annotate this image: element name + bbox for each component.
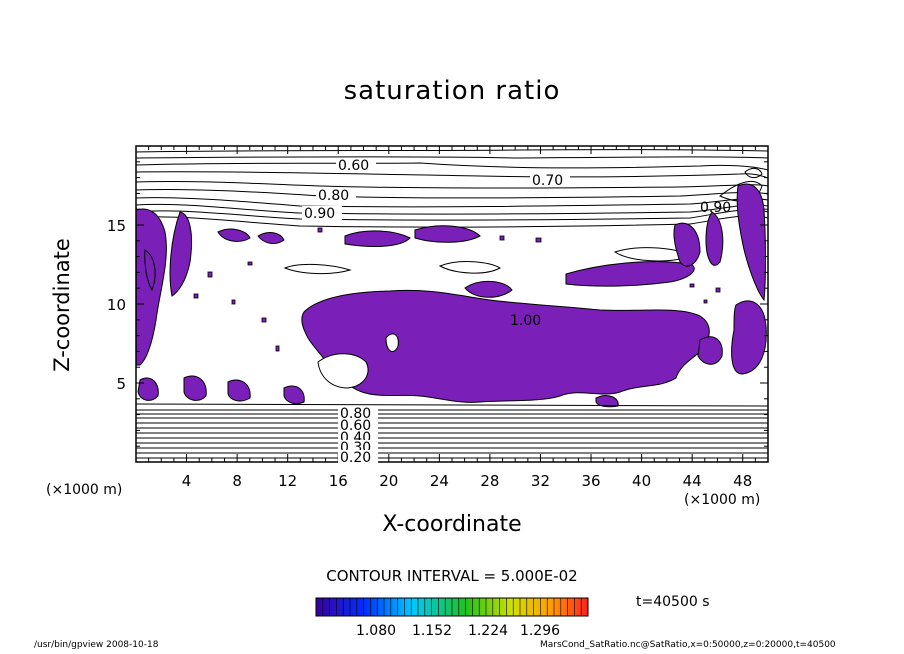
contour-label: 0.20 xyxy=(340,450,371,466)
contour-label: 0.60 xyxy=(338,158,369,174)
contour-label: 1.00 xyxy=(510,313,541,329)
contour-label: 0.90 xyxy=(700,200,731,216)
colorbar-tick-label: 1.224 xyxy=(467,623,509,639)
x-tick-label: 4 xyxy=(182,472,192,490)
contour-label-bg xyxy=(316,188,356,202)
contour-label-bg xyxy=(338,406,378,420)
x-tick-label: 24 xyxy=(430,472,449,490)
y-tick-label: 5 xyxy=(116,375,126,393)
y-axis-ticks: 5 10 15 xyxy=(107,161,768,447)
x-tick-label: 32 xyxy=(531,472,550,490)
contour-label-bg xyxy=(338,450,378,464)
x-tick-label: 48 xyxy=(733,472,752,490)
chart-title: saturation ratio xyxy=(343,76,561,106)
footer-right: MarsCond_SatRatio.nc@SatRatio,x=0:50000,… xyxy=(540,640,836,650)
x-axis-ticks: 4 8 12 16 20 24 28 32 36 40 44 48 xyxy=(148,146,756,490)
x-axis-label: X-coordinate xyxy=(382,512,522,537)
lower-contours xyxy=(136,403,768,459)
contour-label: 0.90 xyxy=(304,206,335,222)
contour-label-bg xyxy=(302,206,342,220)
x-tick-label: 8 xyxy=(232,472,242,490)
plot-area xyxy=(136,149,768,459)
contour-label-bg xyxy=(338,418,378,432)
contour-label-bg xyxy=(336,158,376,172)
contour-label: 0.80 xyxy=(318,188,349,204)
upper-contours xyxy=(136,149,768,275)
clear-pockets xyxy=(317,333,399,389)
x-tick-label: 20 xyxy=(379,472,398,490)
main-supersat-region xyxy=(301,289,710,403)
time-label: t=40500 s xyxy=(636,594,710,610)
x-tick-label: 16 xyxy=(329,472,348,490)
contour-label: 0.70 xyxy=(532,173,563,189)
colorbar-tick-label: 1.296 xyxy=(519,623,561,639)
x-tick-label: 28 xyxy=(480,472,499,490)
x-tick-label: 44 xyxy=(683,472,702,490)
x-tick-label: 36 xyxy=(581,472,600,490)
y-tick-label: 15 xyxy=(107,217,126,235)
y-tick-label: 10 xyxy=(107,296,126,314)
supersaturation-regions xyxy=(136,183,767,408)
footer-left: /usr/bin/gpview 2008-10-18 xyxy=(34,640,159,650)
colorbar-tick-label: 1.152 xyxy=(411,623,453,639)
contour-label-bg xyxy=(530,173,570,187)
x-axis-unit: (×1000 m) xyxy=(684,492,761,508)
z-axis-unit: (×1000 m) xyxy=(46,482,123,498)
x-tick-label: 12 xyxy=(278,472,297,490)
small-cells xyxy=(193,227,721,352)
colorbar-tick-label: 1.080 xyxy=(355,623,397,639)
contour-interval-text: CONTOUR INTERVAL = 5.000E-02 xyxy=(326,567,578,585)
colorbar-ticks xyxy=(322,598,582,616)
contour-labels: 0.600.700.800.90 0.901.000.800.600.400.30… xyxy=(302,158,731,466)
x-tick-label: 40 xyxy=(632,472,651,490)
